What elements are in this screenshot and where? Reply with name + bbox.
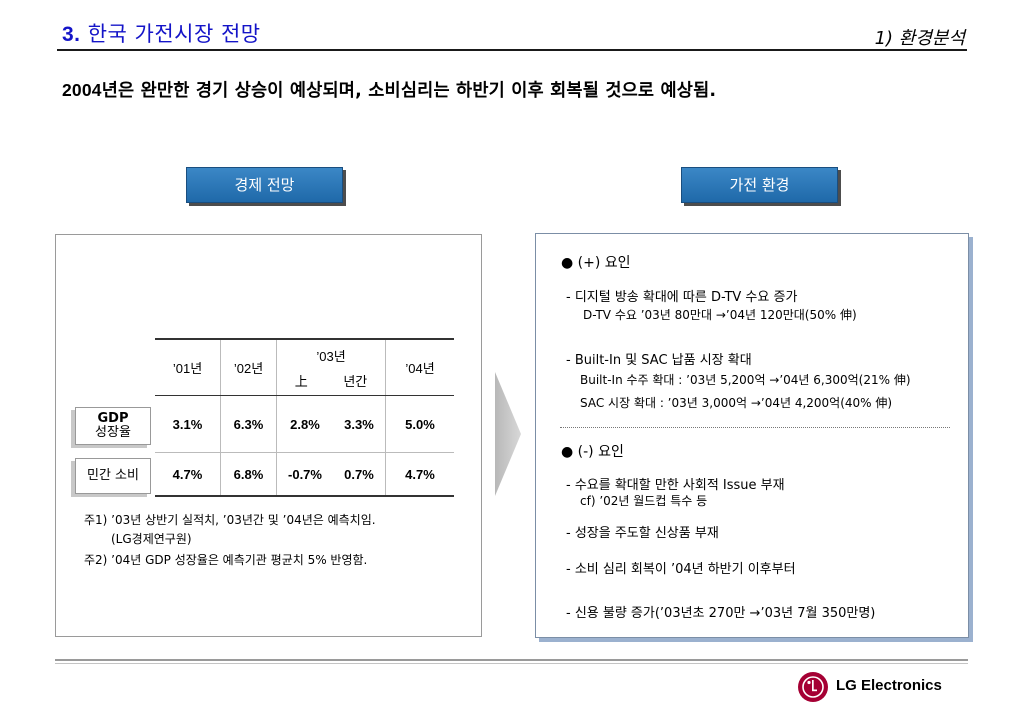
subtitle-text: 년은 완만한 경기 상승이 예상되며, 소비심리는 하반기 이후 회복될 것으로… (101, 81, 717, 101)
table-cell: 6.3% (220, 395, 277, 453)
header-2004: ’04년 (385, 338, 454, 396)
row-label-gdp-line1: GDP (97, 411, 129, 426)
row-label-gdp: GDP 성장율 (75, 407, 151, 445)
appliance-environment-panel (535, 233, 969, 638)
tab-appliance-environment[interactable]: 가전 환경 (681, 167, 838, 203)
table-row-consumption: 4.7% 6.8% -0.7% 0.7% 4.7% (155, 452, 454, 497)
plus-item-2-detail-2: SAC 시장 확대 : ’03년 3,000억 →’04년 4,200억(40%… (580, 396, 893, 410)
header-2002: ’02년 (220, 338, 277, 396)
plus-item-2-detail-1: Built-In 수주 확대 : ’03년 5,200억 →’04년 6,300… (580, 373, 911, 387)
header-2003-first-half: 上 (294, 373, 308, 389)
plus-item-1-detail: D-TV 수요 ’03년 80만대 →’04년 120만대(50% 伸) (583, 308, 857, 322)
table-row-gdp: 3.1% 6.3% 2.8% 3.3% 5.0% (155, 395, 454, 453)
section-divider (560, 427, 950, 428)
table-cell: 4.7% (385, 452, 454, 497)
minus-factors-heading: ● (-) 요인 (561, 441, 624, 461)
brand-name: LG Electronics (836, 677, 942, 694)
plus-factors-heading: ● (+) 요인 (561, 252, 631, 272)
minus-item-3: - 소비 심리 회복이 ’04년 하반기 이후부터 (566, 562, 796, 577)
table-cell: 3.1% (155, 395, 221, 453)
table-cell: 6.8% (220, 452, 277, 497)
header-2003-full-year: 년간 (343, 373, 368, 389)
footer-divider (55, 659, 968, 661)
minus-item-1-detail: cf) ’02년 월드컵 특수 등 (580, 494, 708, 508)
table-header-row: ’01년 ’02년 ’03년 上 년간 ’04년 (155, 338, 454, 396)
bullet-icon: ● (561, 255, 574, 271)
row-label-consumption: 민간 소비 (75, 458, 151, 494)
chevron-right-icon (495, 372, 521, 496)
minus-item-4: - 신용 불량 증가(’03년초 270만 →’03년 7월 350만명) (566, 606, 876, 621)
bullet-icon: ● (561, 444, 574, 460)
title-divider (57, 49, 967, 51)
plus-factors-label: (+) 요인 (577, 255, 631, 271)
title-text: 한국 가전시장 전망 (87, 22, 261, 46)
tab-economic-outlook[interactable]: 경제 전망 (186, 167, 343, 203)
plus-item-2: - Built-In 및 SAC 납품 시장 확대 (566, 353, 752, 368)
table-cell: -0.7% (276, 452, 333, 497)
note-1-line-1: 주1) ’03년 상반기 실적치, ’03년간 및 ’04년은 예측치임. (84, 513, 376, 527)
footer-divider-thin (55, 663, 968, 664)
page-subtitle: 2004년은 완만한 경기 상승이 예상되며, 소비심리는 하반기 이후 회복될… (62, 77, 716, 102)
table-cell: 2.8% (276, 395, 333, 453)
minus-item-2: - 성장을 주도할 신상품 부재 (566, 526, 719, 541)
title-number: 3. (62, 23, 81, 46)
minus-item-1: - 수요를 확대할 만한 사회적 Issue 부재 (566, 478, 785, 493)
row-label-gdp-line2: 성장율 (95, 425, 131, 440)
header-2001: ’01년 (155, 338, 221, 396)
header-2003-year: ’03년 (316, 348, 346, 364)
minus-factors-label: (-) 요인 (577, 444, 624, 460)
section-label: 1) 환경분석 (874, 28, 965, 49)
subtitle-year: 2004 (62, 80, 102, 100)
lg-logo-icon (798, 672, 828, 702)
table-cell: 3.3% (333, 395, 386, 453)
table-cell: 5.0% (385, 395, 454, 453)
note-2: 주2) ’04년 GDP 성장율은 예측기관 평균치 5% 반영함. (84, 553, 368, 567)
plus-item-1: - 디지털 방송 확대에 따른 D-TV 수요 증가 (566, 290, 798, 305)
table-cell: 4.7% (155, 452, 221, 497)
header-2003: ’03년 上 년간 (276, 338, 386, 396)
table-cell: 0.7% (333, 452, 386, 497)
economic-table: ’01년 ’02년 ’03년 上 년간 ’04년 3.1% 6.3% 2.8% … (155, 338, 454, 497)
note-1-line-2: (LG경제연구원) (111, 532, 192, 546)
page-title: 3. 한국 가전시장 전망 (62, 18, 261, 48)
